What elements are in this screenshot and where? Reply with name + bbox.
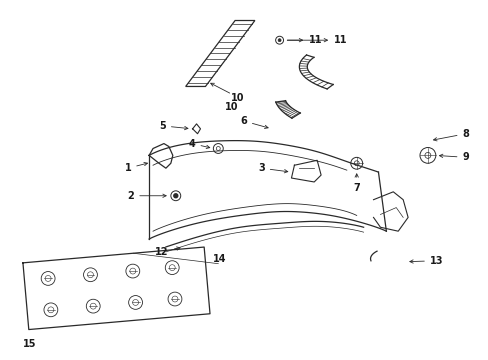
Text: 10: 10 [225,102,239,112]
Text: 8: 8 [433,129,468,141]
Text: 2: 2 [127,191,166,201]
Text: 12: 12 [155,247,180,257]
Text: 11: 11 [287,35,347,45]
Text: 11: 11 [308,35,322,45]
Text: 3: 3 [258,163,287,173]
Text: 10: 10 [231,93,244,103]
Text: 13: 13 [409,256,443,266]
Text: 14: 14 [213,254,226,264]
Text: 15: 15 [22,339,36,349]
Text: 6: 6 [240,116,267,129]
Circle shape [278,39,281,42]
Circle shape [173,194,178,198]
Text: 5: 5 [159,121,187,131]
Text: 7: 7 [353,183,359,193]
Text: 9: 9 [439,152,468,162]
Text: 4: 4 [188,139,209,149]
Text: 1: 1 [124,162,147,173]
